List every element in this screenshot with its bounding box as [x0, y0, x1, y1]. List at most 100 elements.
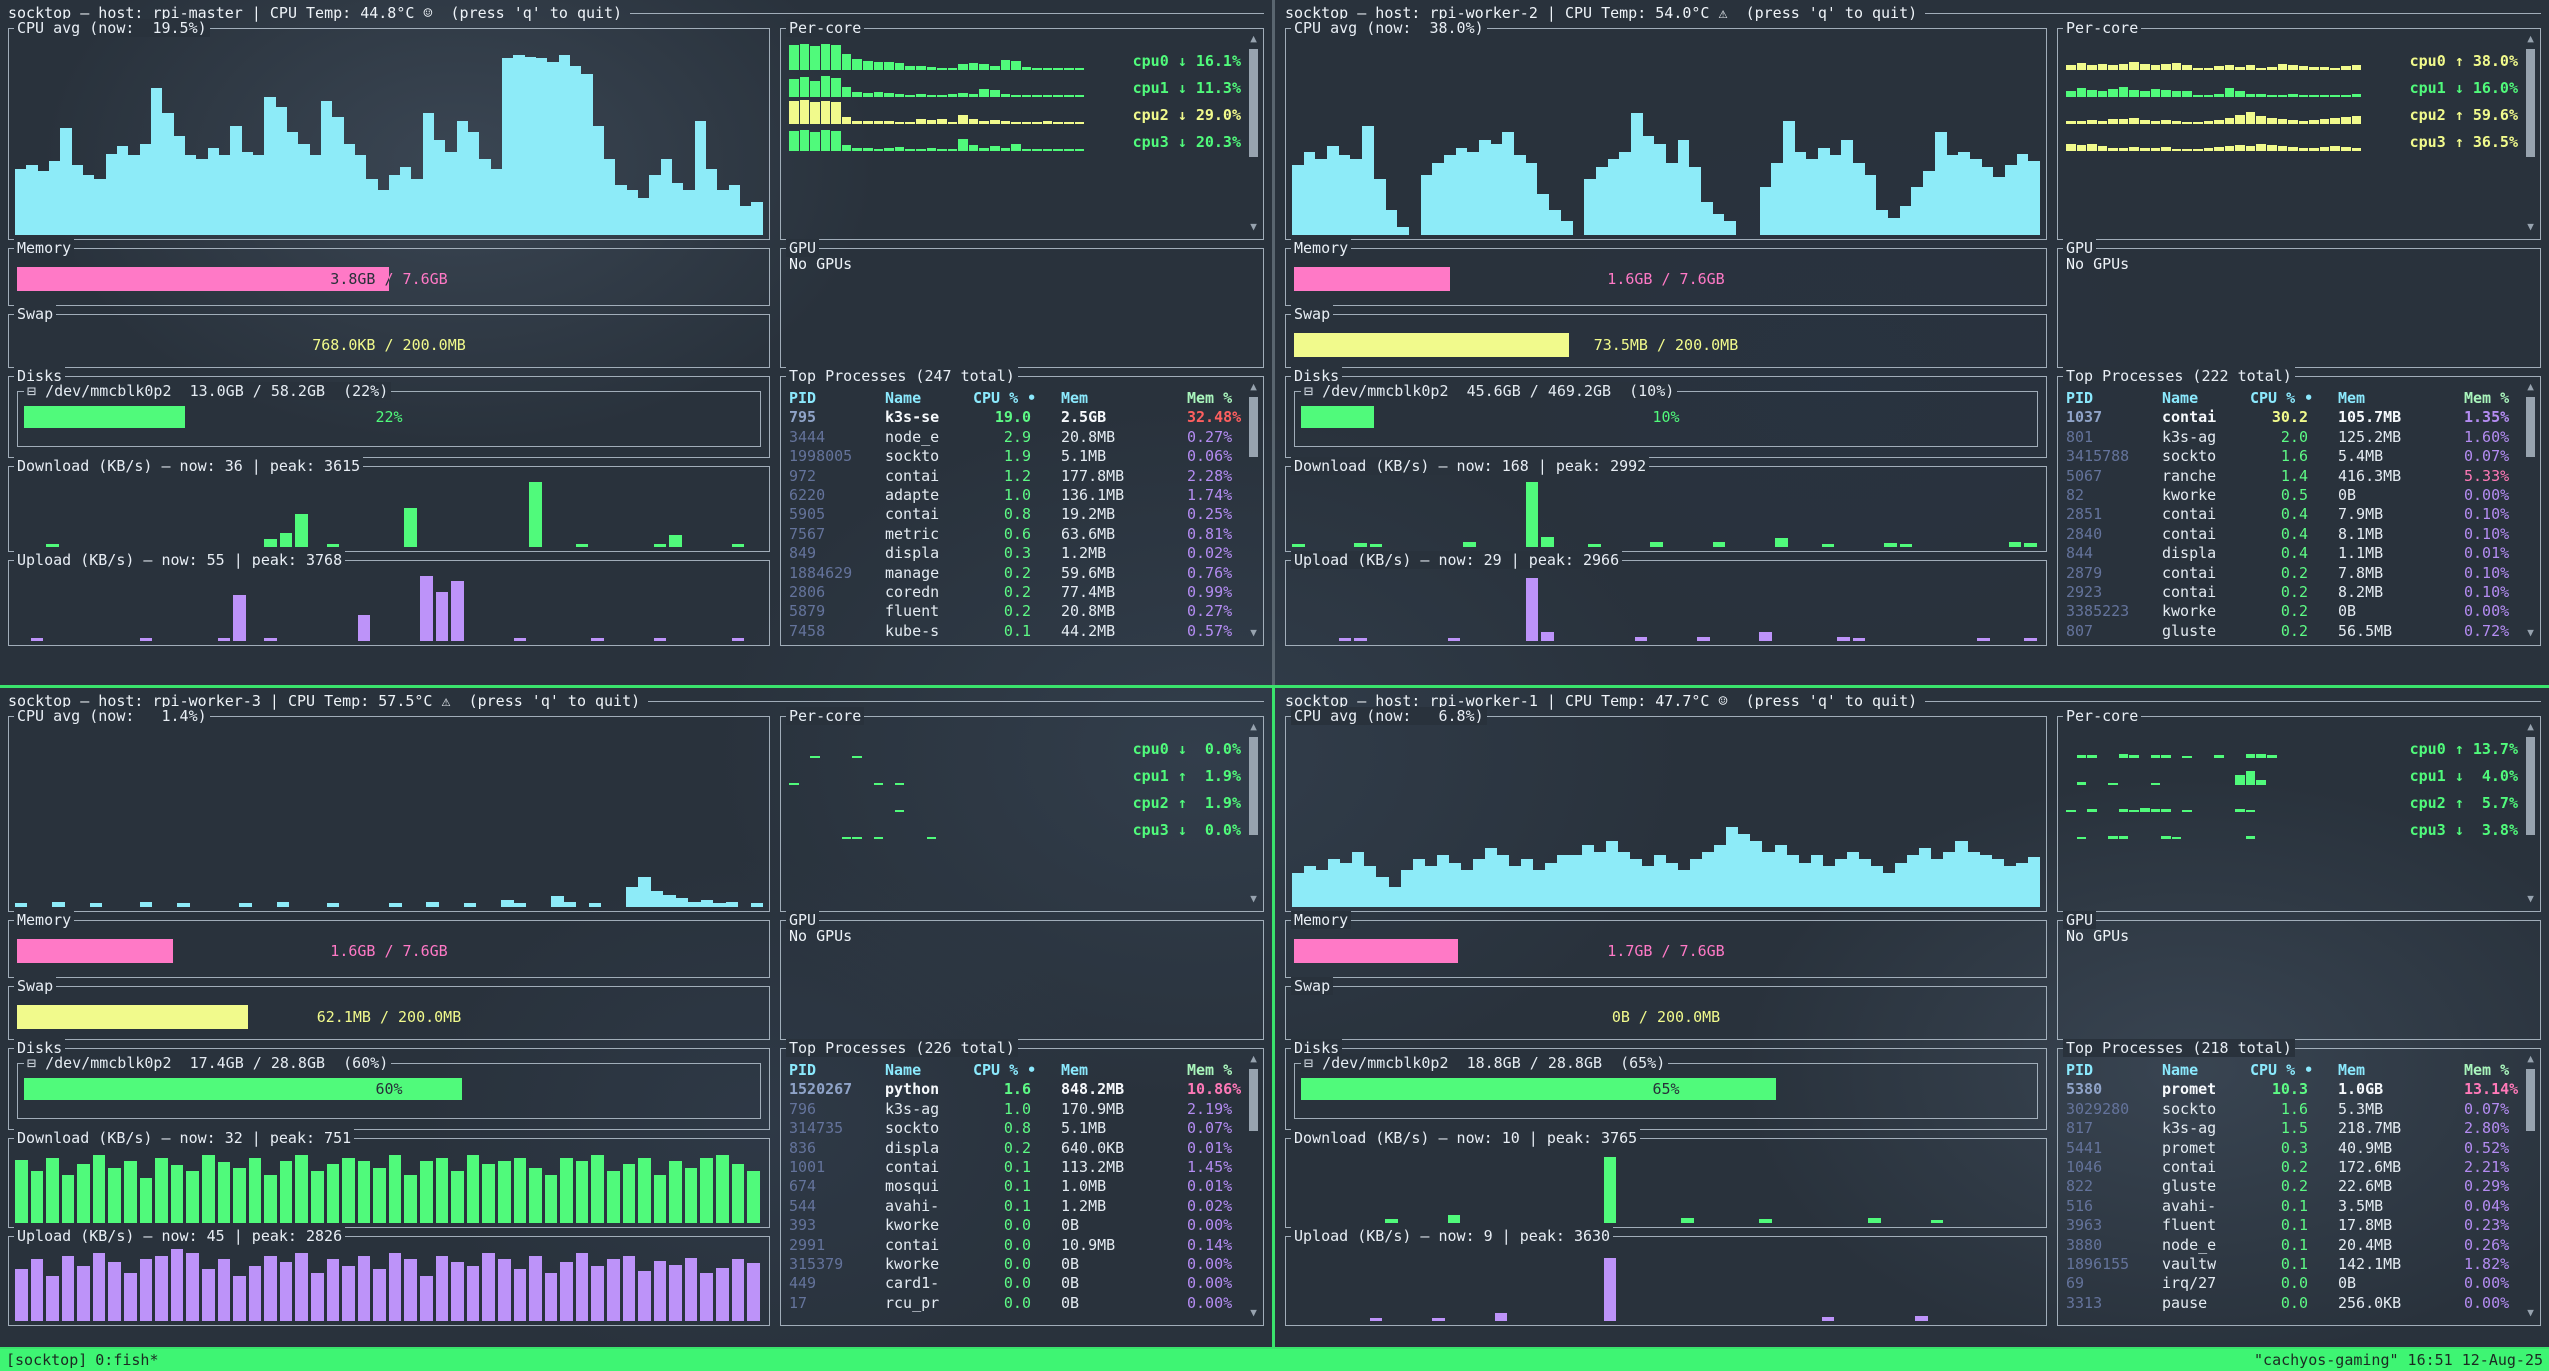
- process-cell: displa: [885, 1138, 940, 1157]
- top-processes-label: Top Processes (247 total): [786, 367, 1018, 385]
- core-row-cpu3: cpu3 ↓ 20.3%: [789, 124, 1241, 151]
- per-core-rows: cpu0 ↑ 13.7% cpu1 ↓ 4.0% cpu2 ↑ 5.7% cpu3 ↓…: [2066, 731, 2518, 839]
- process-scrollbar[interactable]: ▲ ▼: [1247, 1053, 1260, 1321]
- process-cell: 0.4: [2280, 524, 2308, 543]
- process-col-header: CPU % •: [973, 389, 1037, 407]
- scrollbar-thumb[interactable]: [2526, 1069, 2535, 1132]
- scrollbar-thumb[interactable]: [1249, 397, 1258, 458]
- scrollbar-thumb[interactable]: [2526, 49, 2535, 157]
- gpu-panel: GPU No GPUs: [780, 239, 1264, 368]
- memory-gauge: 1.6GB / 7.6GB 1.6GB / 7.6GB: [17, 939, 761, 963]
- per-core-label: Per-core: [2063, 707, 2142, 725]
- scroll-down-icon[interactable]: ▼: [2527, 626, 2534, 639]
- disks-label: Disks: [14, 367, 66, 385]
- core-usage-label: cpu1 ↓ 16.0%: [2409, 79, 2518, 97]
- core-row-cpu0: cpu0 ↑ 13.7%: [2066, 731, 2518, 758]
- process-cell: metric: [885, 524, 940, 543]
- process-cell: 20.4MB: [2338, 1235, 2393, 1254]
- scrollbar-thumb[interactable]: [2526, 737, 2535, 835]
- gpu-status-text: No GPUs: [789, 255, 853, 273]
- process-cell: sockto: [2162, 1099, 2217, 1118]
- tmux-pane-divider-vertical-top[interactable]: [1272, 0, 1275, 686]
- scroll-up-icon[interactable]: ▲: [2527, 380, 2534, 393]
- disk-usage: 45.6GB / 469.2GB (10%): [1466, 382, 1675, 400]
- download-panel: Download (KB/s) — now: 36 | peak: 3615: [8, 457, 770, 552]
- process-cell: 8.2MB: [2338, 582, 2384, 601]
- process-cell: sockto: [885, 1119, 940, 1138]
- scroll-up-icon[interactable]: ▲: [2527, 720, 2534, 733]
- process-cell: vaultw: [2162, 1254, 2217, 1273]
- process-scrollbar[interactable]: ▲ ▼: [2524, 381, 2537, 641]
- disk-gauge-box: ⊟ /dev/mmcblk0p2 17.4GB / 28.8GB (60%) 6…: [17, 1054, 761, 1119]
- per-core-scrollbar[interactable]: ▲ ▼: [1247, 33, 1260, 235]
- upload-label: Upload (KB/s) — now: 55 | peak: 3768: [14, 551, 346, 569]
- process-cell: 0.00%: [1187, 1216, 1233, 1235]
- scrollbar-thumb[interactable]: [1249, 1069, 1258, 1132]
- process-cell: 0.0: [1003, 1216, 1031, 1235]
- per-core-panel: Per-core cpu0 ↑ 38.0% cpu1 ↓ 16.0% cpu2 ↑ …: [2057, 19, 2541, 240]
- process-col-header: Mem %: [2464, 1061, 2510, 1079]
- core-row-cpu0: cpu0 ↓ 16.1%: [789, 43, 1241, 70]
- process-cell: 0.10%: [2464, 524, 2510, 543]
- scroll-up-icon[interactable]: ▲: [1250, 380, 1257, 393]
- process-cell: 0.1: [2280, 1216, 2308, 1235]
- upload-panel: Upload (KB/s) — now: 29 | peak: 2966: [1285, 551, 2047, 646]
- per-core-scrollbar[interactable]: ▲ ▼: [1247, 721, 1260, 907]
- scroll-down-icon[interactable]: ▼: [1250, 1306, 1257, 1319]
- scroll-down-icon[interactable]: ▼: [1250, 626, 1257, 639]
- scroll-down-icon[interactable]: ▼: [2527, 892, 2534, 905]
- process-cell: 0.00%: [1187, 1254, 1233, 1273]
- per-core-scrollbar[interactable]: ▲ ▼: [2524, 33, 2537, 235]
- per-core-scrollbar[interactable]: ▲ ▼: [2524, 721, 2537, 907]
- tmux-pane-divider-vertical-bottom[interactable]: [1272, 686, 1275, 1350]
- per-core-rows: cpu0 ↓ 16.1% cpu1 ↓ 11.3% cpu2 ↓ 29.0% cpu3…: [789, 43, 1241, 151]
- process-cell: 2.80%: [2464, 1119, 2510, 1138]
- core-row-cpu3: cpu3 ↓ 0.0%: [789, 812, 1241, 839]
- scroll-up-icon[interactable]: ▲: [2527, 32, 2534, 45]
- scroll-up-icon[interactable]: ▲: [1250, 1052, 1257, 1065]
- gpu-panel: GPU No GPUs: [780, 911, 1264, 1040]
- process-cell: 2879: [2066, 563, 2103, 582]
- scroll-up-icon[interactable]: ▲: [2527, 1052, 2534, 1065]
- process-cell: 44.2MB: [1061, 621, 1116, 640]
- swap-panel: Swap 62.1MB / 200.0MB 62.1MB / 200.0MB: [8, 977, 770, 1040]
- process-cell: 3880: [2066, 1235, 2103, 1254]
- process-cell: 1.60%: [2464, 427, 2510, 446]
- process-cell: 2991: [789, 1235, 826, 1254]
- process-cell: 7.8MB: [2338, 563, 2384, 582]
- scroll-down-icon[interactable]: ▼: [2527, 1306, 2534, 1319]
- process-cell: 20.8MB: [1061, 602, 1116, 621]
- process-cell: 1.82%: [2464, 1254, 2510, 1273]
- process-cell: 3.5MB: [2338, 1196, 2384, 1215]
- scroll-down-icon[interactable]: ▼: [1250, 220, 1257, 233]
- scroll-down-icon[interactable]: ▼: [1250, 892, 1257, 905]
- process-cell: 449: [789, 1274, 817, 1293]
- scroll-down-icon[interactable]: ▼: [2527, 220, 2534, 233]
- process-scrollbar[interactable]: ▲ ▼: [2524, 1053, 2537, 1321]
- download-chart: [15, 1151, 763, 1223]
- process-scrollbar[interactable]: ▲ ▼: [1247, 381, 1260, 641]
- download-label: Download (KB/s) — now: 168 | peak: 2992: [1291, 457, 1650, 475]
- tmux-pane-divider-horizontal[interactable]: [0, 685, 2549, 688]
- process-cell: gluste: [2162, 621, 2217, 640]
- scroll-up-icon[interactable]: ▲: [1250, 720, 1257, 733]
- tmux-window-tab[interactable]: 0:fish*: [95, 1351, 159, 1369]
- scrollbar-thumb[interactable]: [1249, 49, 1258, 157]
- scrollbar-thumb[interactable]: [1249, 737, 1258, 835]
- process-cell: avahi-: [2162, 1196, 2217, 1215]
- process-col-header: Mem %: [1187, 1061, 1233, 1079]
- upload-chart: [15, 573, 763, 641]
- process-cell: 125.2MB: [2338, 427, 2402, 446]
- process-col-header: CPU % •: [973, 1061, 1037, 1079]
- disk-usage: 17.4GB / 28.8GB (60%): [189, 1054, 389, 1072]
- top-processes-label: Top Processes (218 total): [2063, 1039, 2295, 1057]
- process-cell: ranche: [2162, 466, 2217, 485]
- scrollbar-thumb[interactable]: [2526, 397, 2535, 458]
- process-cell: 640.0KB: [1061, 1138, 1125, 1157]
- process-cell: 256.0KB: [2338, 1293, 2402, 1312]
- process-cell: 0.99%: [1187, 582, 1233, 601]
- download-panel: Download (KB/s) — now: 10 | peak: 3765: [1285, 1129, 2047, 1228]
- gpu-panel: GPU No GPUs: [2057, 239, 2541, 368]
- disk-device: /dev/mmcblk0p2: [1322, 382, 1449, 400]
- scroll-up-icon[interactable]: ▲: [1250, 32, 1257, 45]
